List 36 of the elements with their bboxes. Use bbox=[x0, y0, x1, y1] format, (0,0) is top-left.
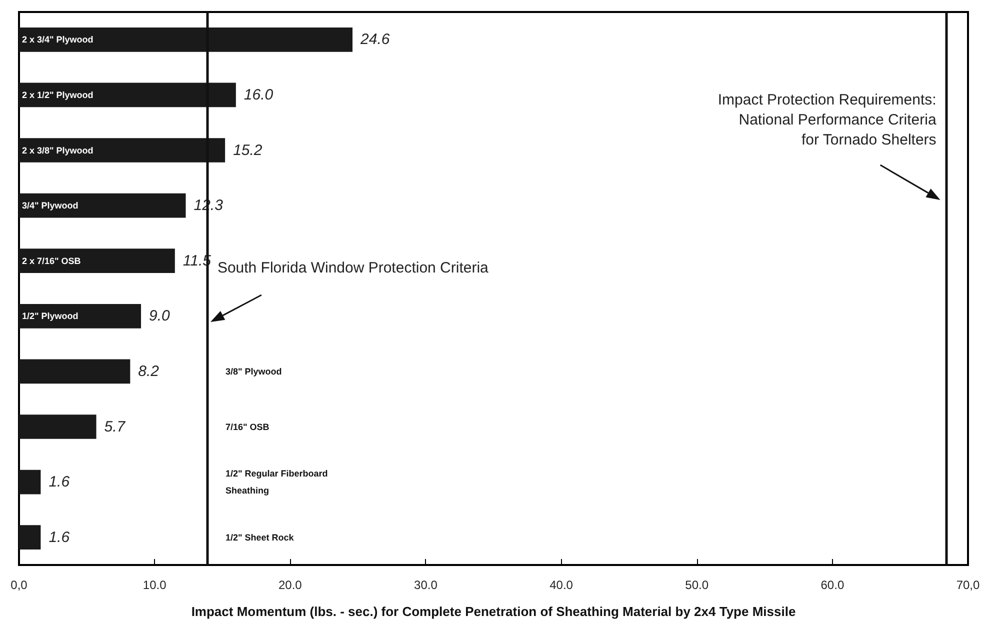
y-tick-label: 2 x 1/2" Plywood bbox=[22, 90, 94, 100]
x-tick-label: 50.0 bbox=[685, 578, 709, 592]
y-tick-label: 2 x 3/8" Plywood bbox=[22, 145, 94, 156]
x-axis-title: Impact Momentum (lbs. - sec.) for Complete Penetration of Sheathing Material by 2x4 Type Missile bbox=[191, 604, 796, 619]
bar bbox=[19, 248, 175, 274]
y-tick-label: 2 x 7/16" OSB bbox=[22, 256, 82, 266]
y-tick-label: 2 x 3/4" Plywood bbox=[22, 34, 94, 45]
bar bbox=[19, 525, 41, 550]
x-tick-label: 30.0 bbox=[414, 578, 438, 592]
y-tick-label: 1/2" Plywood bbox=[22, 311, 78, 322]
x-tick-label: 70,0 bbox=[956, 578, 980, 592]
x-tick-label: 60.0 bbox=[820, 578, 844, 592]
ref-line-label: Impact Protection Requirements: National Performance Criteria for Tornado Shelters bbox=[718, 92, 937, 148]
data-label: 1.6 bbox=[48, 474, 70, 491]
data-label: 15.2 bbox=[233, 142, 263, 159]
y-tick-label: 7/16" OSB bbox=[225, 422, 270, 432]
bar bbox=[19, 304, 142, 328]
data-label: 8.2 bbox=[138, 362, 160, 380]
data-label: 5.7 bbox=[104, 418, 126, 436]
data-label: 16.0 bbox=[244, 86, 274, 104]
data-label: 24.6 bbox=[360, 31, 390, 48]
ref-line-label: South Florida Window Protection Criteria bbox=[217, 260, 490, 276]
x-tick-label: 40.0 bbox=[550, 578, 574, 592]
y-tick-label: 1/2" Regular Fiberboard Sheathing bbox=[225, 468, 330, 496]
y-tick-label: 3/8" Plywood bbox=[225, 366, 282, 376]
bar bbox=[19, 359, 130, 384]
y-tick-label: 1/2" Sheet Rock bbox=[225, 532, 295, 542]
data-label: 1.6 bbox=[48, 528, 70, 546]
bar bbox=[19, 470, 41, 494]
x-tick-label: 10.0 bbox=[142, 578, 167, 592]
x-tick-label: 0,0 bbox=[10, 578, 28, 592]
bar bbox=[19, 193, 186, 218]
y-tick-label: 3/4" Plywood bbox=[22, 200, 78, 211]
data-label: 9.0 bbox=[149, 308, 171, 325]
x-tick-label: 20.0 bbox=[278, 578, 302, 592]
bar bbox=[19, 414, 96, 439]
